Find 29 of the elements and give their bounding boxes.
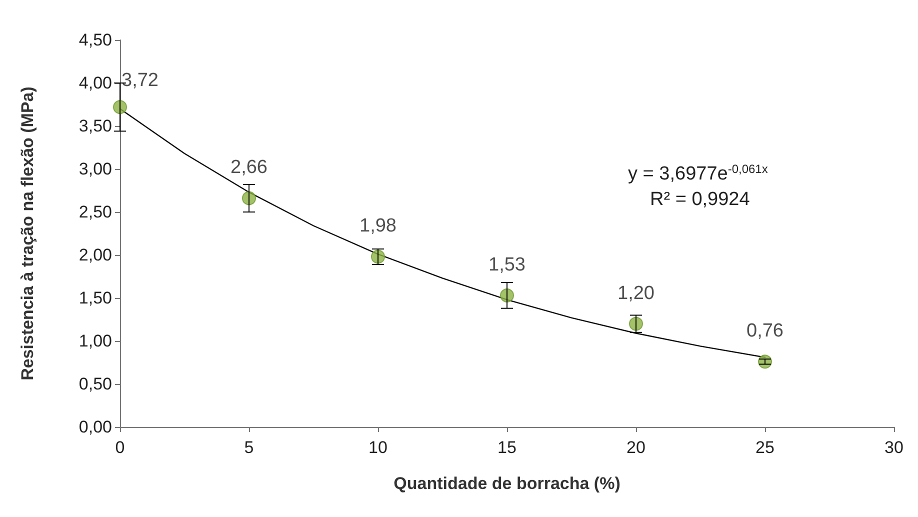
y-tick-label: 0,50 (78, 374, 112, 394)
y-tick-label: 2,00 (78, 246, 112, 264)
y-tick-label: 4,50 (78, 30, 112, 50)
x-tick-label: 10 (368, 438, 388, 457)
x-tick-label: 15 (498, 438, 516, 457)
x-tick-label: 20 (626, 438, 646, 457)
data-label: 0,76 (746, 320, 784, 342)
y-tick-label: 3,00 (78, 160, 112, 178)
x-tick-label: 0 (115, 438, 125, 457)
data-label: 1,98 (360, 216, 396, 237)
x-tick-label: 5 (244, 438, 254, 457)
x-tick-label: 25 (756, 438, 774, 457)
x-axis-title: Quantidade de borracha (%) (394, 474, 620, 493)
data-label: 1,20 (618, 282, 654, 304)
y-tick-label: 1,50 (78, 288, 112, 308)
y-tick-label: 4,00 (78, 74, 112, 92)
data-label: 1,53 (488, 254, 526, 276)
y-axis-title: Resistencia à tração na flexão (MPa) (18, 86, 37, 380)
point (500, 288, 514, 302)
y-tick-label: 1,00 (78, 332, 112, 350)
y-tick-label: 2,50 (78, 202, 112, 222)
data-label: 2,66 (230, 157, 268, 178)
y-tick-label: 0,00 (78, 418, 112, 436)
point (113, 100, 127, 114)
x-tick-label: 30 (884, 438, 904, 457)
annotation: R² = 0,9924 (650, 189, 750, 210)
y-tick-label: 3,50 (78, 116, 112, 136)
data-label: 3,72 (122, 70, 158, 92)
point (242, 191, 256, 206)
